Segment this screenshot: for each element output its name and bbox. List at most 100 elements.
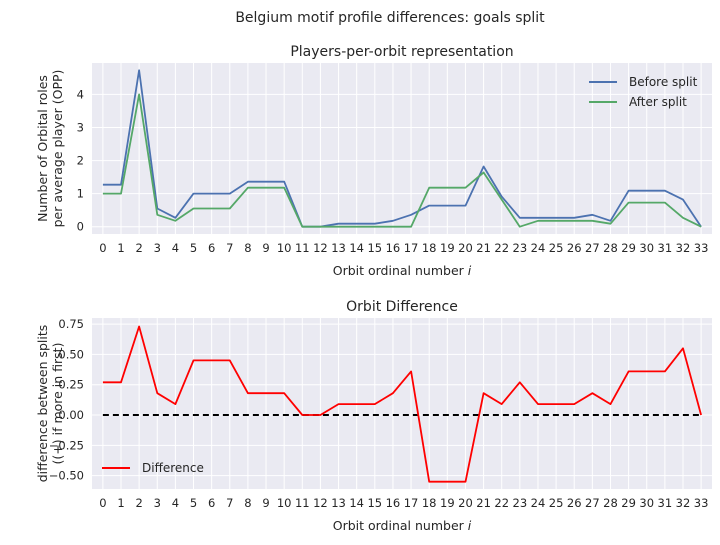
- bottom-x-tick-label: 18: [422, 496, 437, 510]
- bottom-y-axis-label-line1: difference between splits: [35, 325, 50, 483]
- top-x-tick-label: 5: [190, 241, 197, 255]
- bottom-x-tick-label: 19: [440, 496, 455, 510]
- top-y-axis-label-line2: per average player (OPP): [50, 70, 65, 228]
- bottom-x-tick-label: 7: [226, 496, 233, 510]
- top-x-tick-label: 6: [208, 241, 215, 255]
- bottom-y-tick-label: −0.25: [49, 438, 84, 452]
- bottom-y-tick-label: 0.00: [58, 408, 84, 422]
- top-chart-title: Players-per-orbit representation: [290, 44, 513, 60]
- top-x-axis-label-variable: i: [468, 263, 472, 278]
- bottom-x-tick-label: 22: [494, 496, 509, 510]
- top-x-tick-label: 13: [331, 241, 346, 255]
- bottom-x-tick-label: 8: [244, 496, 251, 510]
- top-x-tick-label: 30: [639, 241, 654, 255]
- top-y-tick-label: 4: [77, 87, 84, 101]
- top-x-tick-label: 2: [135, 241, 142, 255]
- bottom-x-tick-label: 11: [295, 496, 310, 510]
- bottom-x-axis-label: Orbit ordinal number i: [333, 518, 472, 533]
- top-x-tick-label: 3: [154, 241, 161, 255]
- bottom-x-tick-label: 12: [313, 496, 328, 510]
- bottom-x-tick-label: 15: [367, 496, 382, 510]
- bottom-y-tick-label: 0.25: [58, 378, 84, 392]
- bottom-x-tick-label: 17: [404, 496, 419, 510]
- bottom-y-tick-label: 0.50: [58, 347, 84, 361]
- top-x-tick-label: 12: [313, 241, 328, 255]
- top-x-tick-label: 25: [549, 241, 564, 255]
- top-x-tick-label: 22: [494, 241, 509, 255]
- top-x-tick-label: 21: [476, 241, 491, 255]
- bottom-y-axis-label-line2: ((+) if more in first): [50, 343, 65, 465]
- top-x-tick-label: 26: [567, 241, 582, 255]
- top-x-tick-label: 16: [386, 241, 401, 255]
- top-x-tick-label: 7: [226, 241, 233, 255]
- bottom-x-tick-label: 6: [208, 496, 215, 510]
- bottom-x-tick-label: 24: [531, 496, 546, 510]
- bottom-x-tick-label: 2: [135, 496, 142, 510]
- top-y-tick-label: 1: [77, 187, 84, 201]
- top-x-tick-label: 0: [99, 241, 106, 255]
- bottom-x-tick-label: 26: [567, 496, 582, 510]
- top-y-tick-label: 3: [77, 120, 84, 134]
- bottom-x-tick-label: 16: [386, 496, 401, 510]
- top-x-axis-label: Orbit ordinal number i: [333, 263, 472, 278]
- top-series-line-2: [102, 93, 702, 228]
- top-x-tick-label: 8: [244, 241, 251, 255]
- bottom-x-tick-label: 27: [585, 496, 600, 510]
- top-x-tick-label: 18: [422, 241, 437, 255]
- bottom-x-tick-label: 10: [277, 496, 292, 510]
- top-x-tick-label: 10: [277, 241, 292, 255]
- bottom-y-tick-label: 0.75: [58, 317, 84, 331]
- top-x-tick-label: 24: [531, 241, 546, 255]
- top-x-tick-label: 19: [440, 241, 455, 255]
- bottom-series-line-1: [102, 325, 702, 483]
- top-x-tick-label: 14: [349, 241, 364, 255]
- bottom-x-tick-label: 31: [658, 496, 673, 510]
- top-x-axis-label-text: Orbit ordinal number: [333, 263, 468, 278]
- bottom-x-tick-label: 13: [331, 496, 346, 510]
- top-x-tick-label: 4: [172, 241, 179, 255]
- top-x-tick-label: 29: [621, 241, 636, 255]
- bottom-x-tick-label: 4: [172, 496, 179, 510]
- top-x-tick-label: 23: [513, 241, 528, 255]
- bottom-x-tick-label: 5: [190, 496, 197, 510]
- top-legend-label-1: Before split: [629, 75, 698, 89]
- top-x-tick-label: 1: [117, 241, 124, 255]
- bottom-x-tick-label: 9: [262, 496, 269, 510]
- top-x-tick-label: 15: [367, 241, 382, 255]
- top-x-tick-label: 33: [694, 241, 709, 255]
- bottom-x-tick-label: 28: [603, 496, 618, 510]
- top-y-axis-label-line1: Number of Orbital roles: [35, 75, 50, 222]
- bottom-x-tick-label: 14: [349, 496, 364, 510]
- bottom-x-tick-label: 21: [476, 496, 491, 510]
- bottom-x-axis-label-text: Orbit ordinal number: [333, 518, 468, 533]
- bottom-x-axis-label-variable: i: [468, 518, 472, 533]
- bottom-x-tick-label: 0: [99, 496, 106, 510]
- top-x-tick-label: 20: [458, 241, 473, 255]
- top-y-tick-label: 2: [77, 154, 84, 168]
- top-x-tick-label: 32: [676, 241, 691, 255]
- bottom-x-tick-label: 1: [117, 496, 124, 510]
- bottom-x-tick-label: 29: [621, 496, 636, 510]
- top-plot-background: [92, 63, 712, 234]
- bottom-y-tick-label: −0.50: [49, 469, 84, 483]
- top-x-tick-label: 31: [658, 241, 673, 255]
- bottom-x-tick-label: 20: [458, 496, 473, 510]
- top-legend-label-2: After split: [629, 95, 687, 109]
- bottom-x-tick-label: 33: [694, 496, 709, 510]
- bottom-x-tick-label: 3: [154, 496, 161, 510]
- bottom-x-tick-label: 32: [676, 496, 691, 510]
- top-y-tick-label: 0: [77, 220, 84, 234]
- bottom-chart-title: Orbit Difference: [346, 299, 458, 315]
- bottom-x-tick-label: 23: [513, 496, 528, 510]
- bottom-x-tick-label: 30: [639, 496, 654, 510]
- bottom-legend-label-1: Difference: [142, 461, 204, 475]
- top-series-line-1: [102, 69, 702, 228]
- bottom-x-tick-label: 25: [549, 496, 564, 510]
- top-x-tick-label: 28: [603, 241, 618, 255]
- figure-suptitle: Belgium motif profile differences: goals…: [235, 10, 545, 26]
- top-x-tick-label: 17: [404, 241, 419, 255]
- top-x-tick-label: 11: [295, 241, 310, 255]
- top-x-tick-label: 27: [585, 241, 600, 255]
